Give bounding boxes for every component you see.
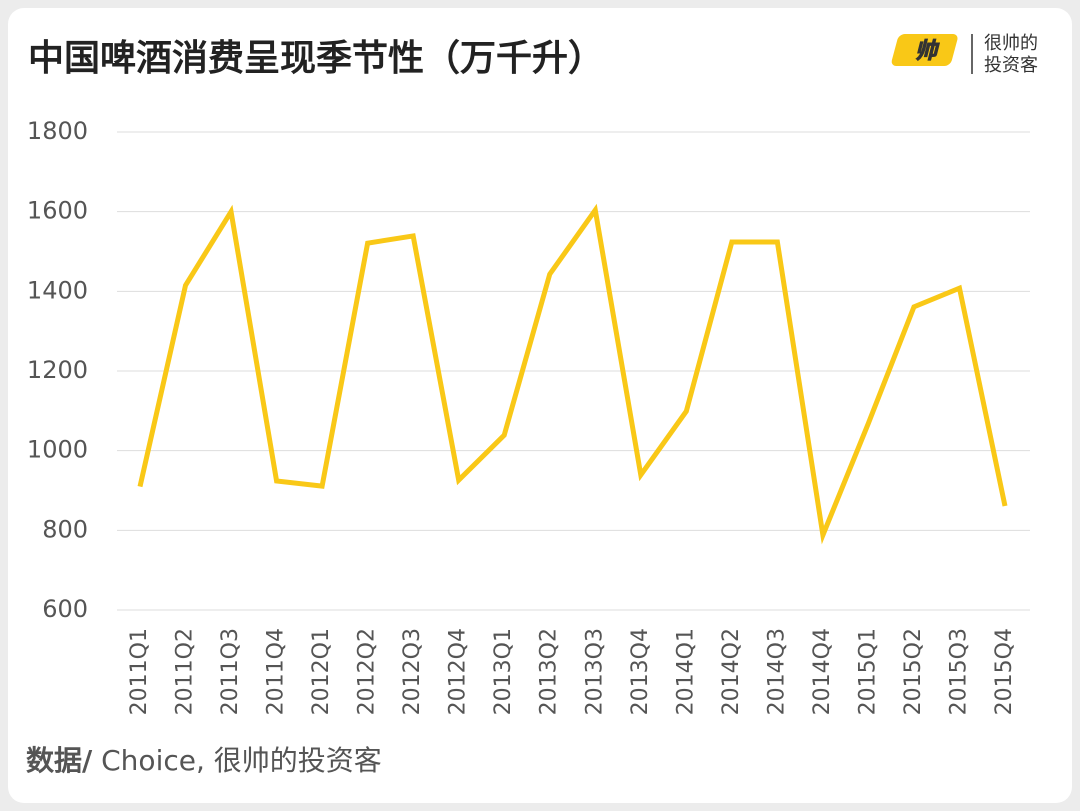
chart-title: 中国啤酒消费呈现季节性（万千升） [28,38,604,79]
y-tick-label: 800 [42,515,88,543]
logo-mark: 帅 [915,39,940,64]
x-tick-label: 2015Q3 [946,628,971,715]
y-tick-label: 1400 [27,276,88,304]
source-text: Choice, 很帅的投资客 [92,744,382,777]
x-tick-label: 2011Q4 [264,628,289,715]
x-tick-label: 2013Q4 [628,628,653,715]
x-tick-label: 2012Q4 [446,628,471,715]
x-tick-label: 2012Q2 [355,628,380,715]
y-tick-label: 1200 [27,356,88,384]
logo-text: 投资客 [984,55,1038,76]
y-tick-label: 1600 [27,197,88,225]
x-tick-label: 2014Q1 [673,628,698,715]
y-tick-label: 600 [42,595,88,623]
x-tick-label: 2013Q3 [582,628,607,715]
x-tick-label: 2013Q1 [491,628,516,715]
x-tick-label: 2012Q3 [400,628,425,715]
x-tick-label: 2011Q1 [127,628,152,715]
x-tick-label: 2015Q1 [855,628,880,715]
logo-text: 很帅的 [984,33,1038,54]
x-tick-label: 2014Q4 [810,628,835,715]
source-label: 数据/ [26,744,93,777]
x-tick-label: 2015Q2 [901,628,926,715]
x-tick-label: 2011Q3 [218,628,243,715]
x-tick-label: 2012Q1 [309,628,334,715]
x-tick-label: 2014Q3 [764,628,789,715]
x-tick-label: 2013Q2 [537,628,562,715]
logo-icon: 帅 [891,34,958,66]
x-tick-label: 2011Q2 [173,628,198,715]
x-tick-label: 2014Q2 [719,628,744,715]
x-tick-label: 2015Q4 [992,628,1017,715]
y-tick-label: 1800 [27,117,88,145]
y-tick-label: 1000 [27,436,88,464]
card [8,8,1072,803]
source: 数据/ Choice, 很帅的投资客 [26,744,382,777]
series-line [137,203,1008,545]
